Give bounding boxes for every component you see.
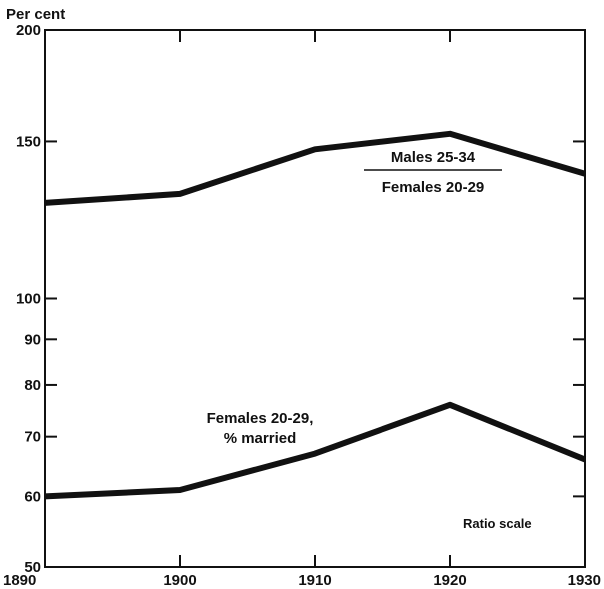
x-tick-label-1930: 1930	[568, 572, 601, 589]
series-2-label-line-1: Females 20-29,	[207, 410, 314, 427]
series-line-1	[44, 130, 586, 206]
series-1-label-numerator: Males 25-34	[391, 149, 476, 166]
y-tick-label-60: 60	[24, 488, 41, 505]
series-2-label-line-2: % married	[224, 430, 297, 447]
y-axis-label: Per cent	[6, 6, 65, 23]
series-lines	[44, 130, 587, 500]
y-tick-label-90: 90	[24, 331, 41, 348]
series-1-label-denominator: Females 20-29	[382, 179, 485, 196]
tick-marks	[44, 29, 586, 568]
y-tick-label-200: 200	[16, 22, 41, 39]
x-tick-label-1900: 1900	[163, 572, 196, 589]
scale-note: Ratio scale	[463, 516, 532, 531]
plot-frame	[44, 29, 586, 568]
y-tick-label-50: 50	[24, 559, 41, 576]
y-tick-label-80: 80	[24, 377, 41, 394]
x-tick-label-1920: 1920	[433, 572, 466, 589]
x-tick-label-1890: 1890	[3, 572, 36, 589]
plot-frame-group	[44, 29, 586, 568]
y-tick-label-70: 70	[24, 429, 41, 446]
y-tick-label-150: 150	[16, 133, 41, 150]
x-tick-label-1910: 1910	[298, 572, 331, 589]
series-line-2	[44, 401, 587, 500]
y-tick-label-100: 100	[16, 291, 41, 308]
tick-labels: 1890 1900 1910 1920 1930 50 60 70 80 90 100 150 200	[3, 22, 601, 589]
